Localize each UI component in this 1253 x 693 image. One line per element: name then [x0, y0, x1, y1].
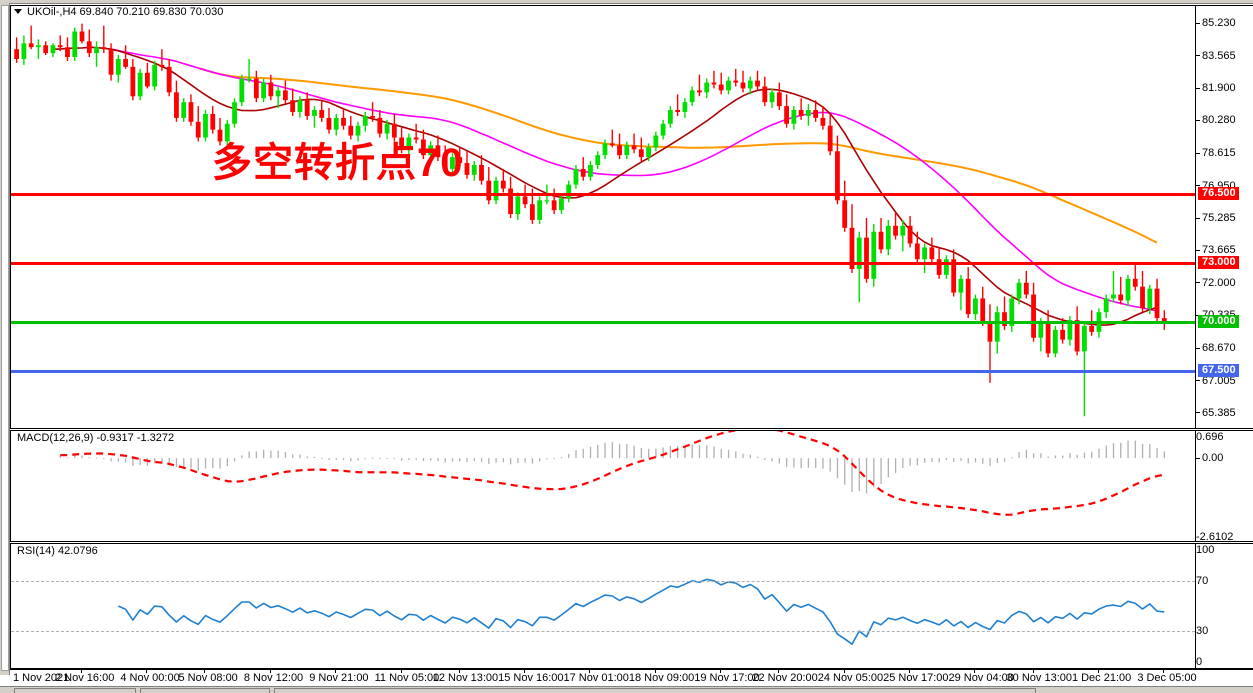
chart-tab[interactable] [14, 688, 136, 693]
rsi-tick: 70 [1196, 575, 1209, 588]
time-tick: 12 Nov 13:00 [432, 672, 499, 684]
time-tick-mark [654, 670, 656, 673]
time-tick-mark [146, 670, 148, 673]
price-level-line-76-500[interactable] [11, 193, 1195, 197]
time-tick: 25 Nov 17:00 [883, 672, 949, 684]
time-tick-mark [720, 670, 722, 673]
rsi-tick: 0 [1196, 656, 1203, 669]
time-tick-mark [589, 670, 591, 673]
time-tick: 9 Nov 21:00 [309, 672, 369, 684]
time-tick-mark [1097, 670, 1099, 673]
time-tick: 3 Dec 05:00 [1137, 672, 1197, 684]
scrollbar-thumb[interactable] [1, 5, 9, 671]
rsi-tick: 100 [1196, 544, 1215, 557]
price-tick: 78.615 [1196, 148, 1236, 159]
time-tick: 2 Nov 16:00 [55, 672, 115, 684]
time-tick-mark [335, 670, 337, 673]
time-tick-mark [524, 670, 526, 673]
price-tick: 67.005 [1196, 375, 1236, 386]
rsi-level-70 [11, 581, 1195, 583]
symbol-header[interactable]: UKOil-,H4 69.840 70.210 69.830 70.030 [14, 5, 223, 19]
time-tick-mark [778, 670, 780, 673]
price-tick: 76.950 [1196, 180, 1236, 191]
price-level-label-76-500[interactable]: 76.500 [1198, 187, 1239, 201]
price-chart-pane[interactable]: 85.230 83.565 81.900 80.280 78.615 76.950 75.2… [10, 5, 1253, 429]
rsi-label: RSI(14) 42.0796 [15, 545, 100, 558]
time-tick-mark [204, 670, 206, 673]
time-axis: 1 Nov 2021 2 Nov 16:00 4 Nov 00:00 5 Nov 08… [10, 669, 1253, 686]
time-tick: 1 Dec 21:00 [1071, 672, 1132, 684]
time-tick-mark [1032, 670, 1034, 673]
price-tick: 80.280 [1196, 115, 1236, 126]
price-axis: 85.230 83.565 81.900 80.280 78.615 76.950 75.2… [1195, 6, 1253, 428]
price-tick: 72.000 [1196, 277, 1236, 288]
price-level-line-73-000[interactable] [11, 262, 1195, 266]
time-tick: 11 Nov 05:00 [374, 672, 440, 684]
time-tick: 4 Nov 00:00 [120, 672, 180, 684]
chevron-down-icon[interactable] [14, 8, 22, 14]
window-top-edge [0, 0, 1253, 4]
rsi-axis: 100 70 30 0 [1195, 544, 1253, 668]
price-tick: 73.665 [1196, 245, 1236, 256]
time-tick-mark [458, 670, 460, 673]
price-level-line-67-500[interactable] [11, 370, 1195, 374]
rsi-level-30 [11, 630, 1195, 632]
macd-tick: -2.6102 [1196, 530, 1234, 543]
time-tick-mark [974, 670, 976, 673]
price-tick: 75.285 [1196, 213, 1236, 224]
rsi-pane[interactable]: 100 70 30 0 RSI(14) 42.0796 [10, 543, 1253, 669]
time-tick-mark [269, 670, 271, 673]
time-tick-mark [400, 670, 402, 673]
chart-tab[interactable] [140, 688, 270, 693]
time-tick: 24 Nov 05:00 [817, 672, 884, 684]
price-tick: 85.230 [1196, 18, 1236, 29]
time-tick-mark [909, 670, 911, 673]
rsi-plot-area[interactable] [11, 544, 1195, 668]
macd-tick: 0.696 [1196, 431, 1224, 444]
symbol-header-text: UKOil-,H4 69.840 70.210 69.830 70.030 [27, 6, 224, 18]
macd-pane[interactable]: 0.696 0.00 -2.6102 MACD(12,26,9) -0.9317 -… [10, 430, 1253, 542]
price-plot-area[interactable] [11, 6, 1195, 428]
time-tick: 19 Nov 17:00 [694, 672, 760, 684]
chart-tab[interactable] [274, 688, 1036, 693]
time-tick: 29 Nov 04:00 [948, 672, 1014, 684]
time-tick: 17 Nov 01:00 [563, 672, 629, 684]
time-tick-mark [843, 670, 845, 673]
price-tick: 81.900 [1196, 83, 1236, 94]
price-level-line-70-000[interactable] [11, 321, 1195, 324]
macd-axis: 0.696 0.00 -2.6102 [1195, 431, 1253, 543]
time-tick: 30 Nov 13:00 [1006, 672, 1072, 684]
chart-annotation: 多空转折点70 [212, 141, 464, 185]
macd-label: MACD(12,26,9) -0.9317 -1.3272 [15, 432, 177, 445]
price-level-label-73-000[interactable]: 73.000 [1198, 256, 1239, 270]
time-tick-mark [81, 670, 82, 673]
time-tick: 22 Nov 20:00 [752, 672, 818, 684]
time-tick: 1 Nov 2021 [13, 672, 70, 684]
time-tick: 18 Nov 09:00 [628, 672, 695, 684]
vertical-scrollbar[interactable] [0, 3, 10, 675]
price-tick: 65.385 [1196, 407, 1236, 418]
price-level-label-67-500[interactable]: 67.500 [1198, 364, 1239, 378]
time-tick-mark [1163, 670, 1165, 673]
time-tick: 8 Nov 12:00 [243, 672, 304, 684]
macd-plot-area[interactable] [11, 431, 1195, 541]
macd-tick: 0.00 [1196, 453, 1223, 464]
price-tick: 68.670 [1196, 343, 1236, 354]
price-tick: 83.565 [1196, 50, 1236, 61]
time-tick: 5 Nov 08:00 [178, 672, 238, 684]
price-level-label-70-000[interactable]: 70.000 [1198, 315, 1239, 328]
rsi-tick: 30 [1196, 624, 1209, 637]
chart-tab-strip[interactable] [0, 686, 1253, 693]
time-tick: 15 Nov 16:00 [498, 672, 564, 684]
